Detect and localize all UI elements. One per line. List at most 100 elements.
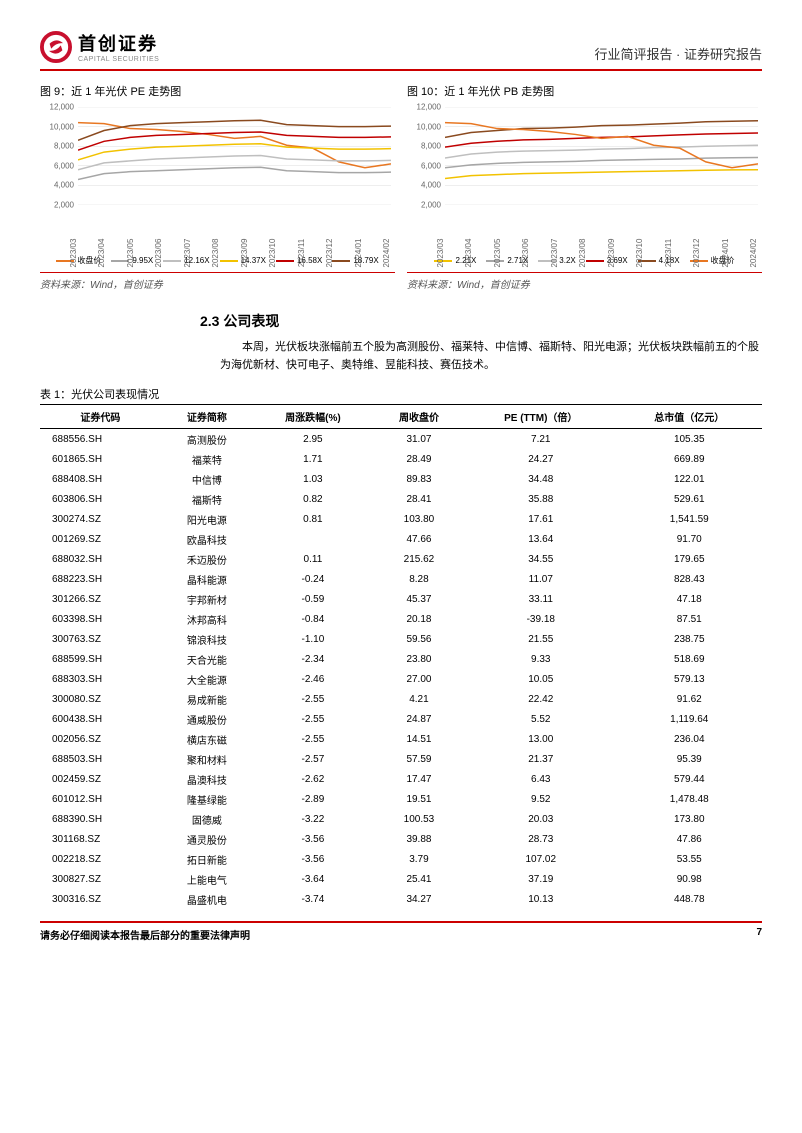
y-tick-label: 6,000 — [54, 161, 74, 170]
table-cell: 688408.SH — [40, 469, 161, 489]
table-header-cell: 证券代码 — [40, 405, 161, 429]
y-tick-label: 12,000 — [417, 103, 441, 112]
table-cell: 122.01 — [616, 469, 762, 489]
chart-pe-box: 2,0004,0006,0008,00010,00012,000 2023/03… — [40, 103, 395, 253]
table-cell: 28.49 — [373, 449, 465, 469]
table-cell: 579.44 — [616, 769, 762, 789]
table-cell: -0.59 — [253, 589, 373, 609]
chart-pb-source: 资料来源：Wind，首创证券 — [407, 272, 762, 291]
table-cell: 1.71 — [253, 449, 373, 469]
chart-pb: 图 10：近 1 年光伏 PB 走势图 2,0004,0006,0008,000… — [407, 83, 762, 291]
table-cell: 阳光电源 — [161, 509, 253, 529]
y-tick-label: 4,000 — [54, 181, 74, 190]
table-cell: 688223.SH — [40, 569, 161, 589]
x-tick-label: 2023/07 — [550, 239, 559, 268]
table-cell: 37.19 — [465, 869, 616, 889]
table-cell: 10.13 — [465, 889, 616, 909]
x-tick-label: 2023/03 — [436, 239, 445, 268]
table-cell: 7.21 — [465, 429, 616, 450]
table-cell: 601012.SH — [40, 789, 161, 809]
table-cell: 24.87 — [373, 709, 465, 729]
table-row: 688599.SH天合光能-2.3423.809.33518.69 — [40, 649, 762, 669]
table-cell: 沐邦高科 — [161, 609, 253, 629]
table-row: 688032.SH禾迈股份0.11215.6234.55179.65 — [40, 549, 762, 569]
x-tick-label: 2023/05 — [493, 239, 502, 268]
table-row: 600438.SH通威股份-2.5524.875.521,119.64 — [40, 709, 762, 729]
table-cell: -3.22 — [253, 809, 373, 829]
table-cell: -2.62 — [253, 769, 373, 789]
y-tick-label: 4,000 — [421, 181, 441, 190]
table-row: 601012.SH隆基绿能-2.8919.519.521,478.48 — [40, 789, 762, 809]
y-tick-label: 6,000 — [421, 161, 441, 170]
table-row: 300763.SZ锦浪科技-1.1059.5621.55238.75 — [40, 629, 762, 649]
table-cell: 9.52 — [465, 789, 616, 809]
table-cell: 6.43 — [465, 769, 616, 789]
table-cell: 11.07 — [465, 569, 616, 589]
footer-disclaimer: 请务必仔细阅读本报告最后部分的重要法律声明 — [40, 927, 250, 942]
table-cell: 179.65 — [616, 549, 762, 569]
y-tick-label: 2,000 — [421, 201, 441, 210]
table-cell: 隆基绿能 — [161, 789, 253, 809]
x-tick-label: 2023/06 — [154, 239, 163, 268]
table-cell: 39.88 — [373, 829, 465, 849]
table-cell: 518.69 — [616, 649, 762, 669]
table-cell: 001269.SZ — [40, 529, 161, 549]
table-header-cell: 证券简称 — [161, 405, 253, 429]
chart-pe: 图 9：近 1 年光伏 PE 走势图 2,0004,0006,0008,0001… — [40, 83, 395, 291]
table-cell: 669.89 — [616, 449, 762, 469]
table-title: 表 1：光伏公司表现情况 — [40, 386, 762, 402]
table-cell: 1,478.48 — [616, 789, 762, 809]
table-cell: 上能电气 — [161, 869, 253, 889]
table-cell: 10.05 — [465, 669, 616, 689]
y-tick-label: 10,000 — [50, 122, 74, 131]
table-cell: 宇邦新材 — [161, 589, 253, 609]
table-row: 300827.SZ上能电气-3.6425.4137.1990.98 — [40, 869, 762, 889]
table-cell: 601865.SH — [40, 449, 161, 469]
table-cell: 47.86 — [616, 829, 762, 849]
x-tick-label: 2023/04 — [464, 239, 473, 268]
table-header-cell: PE (TTM)（倍） — [465, 405, 616, 429]
table-cell: -2.57 — [253, 749, 373, 769]
page-header: 首创证券 CAPITAL SECURITIES 行业简评报告 · 证券研究报告 — [40, 30, 762, 71]
table-cell: -2.34 — [253, 649, 373, 669]
x-tick-label: 2023/09 — [607, 239, 616, 268]
table-cell: 47.66 — [373, 529, 465, 549]
x-tick-label: 2023/08 — [578, 239, 587, 268]
logo-cn: 首创证券 — [78, 30, 159, 56]
table-row: 688223.SH晶科能源-0.248.2811.07828.43 — [40, 569, 762, 589]
table-cell: 300274.SZ — [40, 509, 161, 529]
table-cell: 3.79 — [373, 849, 465, 869]
table-cell: 688303.SH — [40, 669, 161, 689]
table-row: 002459.SZ晶澳科技-2.6217.476.43579.44 — [40, 769, 762, 789]
table-cell: 47.18 — [616, 589, 762, 609]
table-cell: 002218.SZ — [40, 849, 161, 869]
table-cell: 13.64 — [465, 529, 616, 549]
table-cell — [253, 529, 373, 549]
x-tick-label: 2024/02 — [382, 239, 391, 268]
table-cell: -0.84 — [253, 609, 373, 629]
table-cell: 105.35 — [616, 429, 762, 450]
table-row: 002056.SZ横店东磁-2.5514.5113.00236.04 — [40, 729, 762, 749]
section-heading: 2.3 公司表现 — [200, 311, 762, 331]
table-cell: 107.02 — [465, 849, 616, 869]
table-cell: 448.78 — [616, 889, 762, 909]
chart-pe-source: 资料来源：Wind，首创证券 — [40, 272, 395, 291]
table-cell: 31.07 — [373, 429, 465, 450]
charts-row: 图 9：近 1 年光伏 PE 走势图 2,0004,0006,0008,0001… — [40, 83, 762, 291]
table-cell: 002459.SZ — [40, 769, 161, 789]
table-cell: 53.55 — [616, 849, 762, 869]
table-cell: 91.62 — [616, 689, 762, 709]
x-tick-label: 2023/10 — [635, 239, 644, 268]
table-cell: 579.13 — [616, 669, 762, 689]
table-cell: 通威股份 — [161, 709, 253, 729]
table-cell: 215.62 — [373, 549, 465, 569]
table-cell: 25.41 — [373, 869, 465, 889]
table-header-cell: 周涨跌幅(%) — [253, 405, 373, 429]
x-tick-label: 2023/06 — [521, 239, 530, 268]
x-tick-label: 2023/08 — [211, 239, 220, 268]
table-cell: 87.51 — [616, 609, 762, 629]
table-cell: 529.61 — [616, 489, 762, 509]
header-subtitle: 行业简评报告 · 证券研究报告 — [594, 44, 762, 63]
x-tick-label: 2023/12 — [692, 239, 701, 268]
table-cell: 大全能源 — [161, 669, 253, 689]
